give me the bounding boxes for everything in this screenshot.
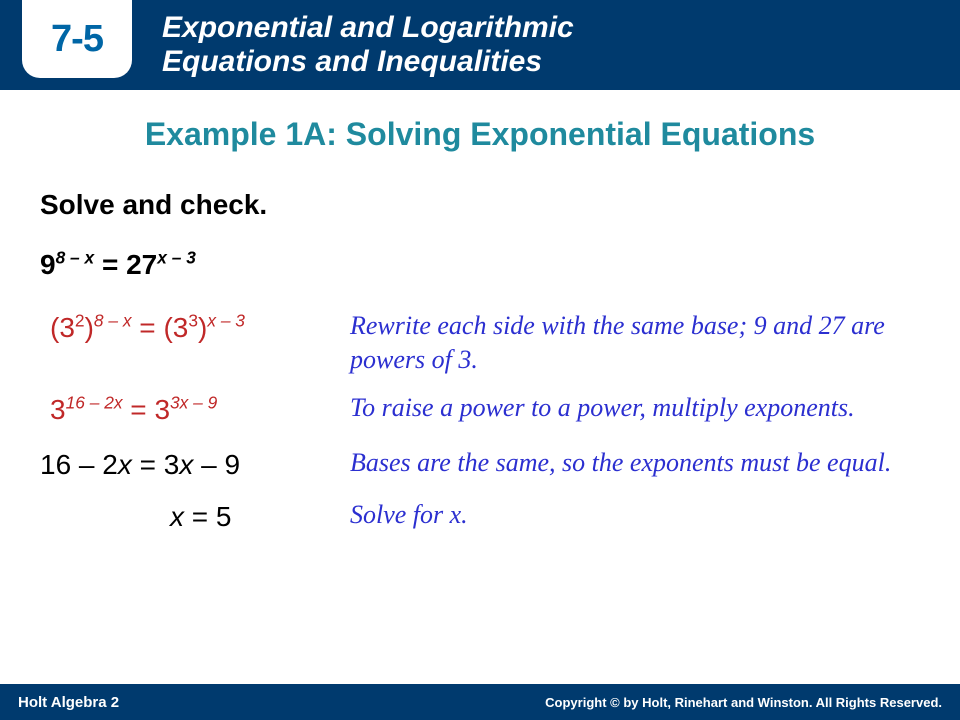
title-line-2: Equations and Inequalities [162,45,542,78]
footer-right: Copyright © by Holt, Rinehart and Winsto… [545,695,942,710]
example-heading: Example 1A: Solving Exponential Equation… [40,116,920,153]
step-row-2: 316 – 2x = 33x – 9 To raise a power to a… [40,391,920,429]
slide-content: Example 1A: Solving Exponential Equation… [0,90,960,536]
step-1-explanation: Rewrite each side with the same base; 9 … [350,309,920,377]
step-3-explanation: Bases are the same, so the exponents mus… [350,446,920,480]
eq-lhs-exp: 8 – x [56,248,95,268]
footer-left: Holt Algebra 2 [18,694,119,711]
step-2-explanation: To raise a power to a power, multiply ex… [350,391,920,425]
step-row-4: x = 5 Solve for x. [40,498,920,536]
step-row-3: 16 – 2x = 3x – 9 Bases are the same, so … [40,446,920,484]
step-3-equation: 16 – 2x = 3x – 9 [40,446,350,484]
eq-rhs-exp: x – 3 [157,248,196,268]
title-line-1: Exponential and Logarithmic [162,11,574,44]
step-4-equation: x = 5 [40,498,350,536]
step-row-1: (32)8 – x = (33)x – 3 Rewrite each side … [40,309,920,377]
slide-header: 7-5 Exponential and Logarithmic Equation… [0,0,960,90]
lesson-number-badge: 7-5 [22,0,132,78]
step-4-explanation: Solve for x. [350,498,920,532]
step-1-equation: (32)8 – x = (33)x – 3 [40,309,350,347]
lesson-title: Exponential and Logarithmic Equations an… [162,11,574,80]
instruction-text: Solve and check. [40,189,920,221]
eq-lhs-base: 9 [40,249,56,280]
eq-mid: = 27 [94,249,157,280]
slide-footer: Holt Algebra 2 Copyright © by Holt, Rine… [0,684,960,720]
step-2-equation: 316 – 2x = 33x – 9 [40,391,350,429]
main-equation: 98 – x = 27x – 3 [40,249,920,281]
